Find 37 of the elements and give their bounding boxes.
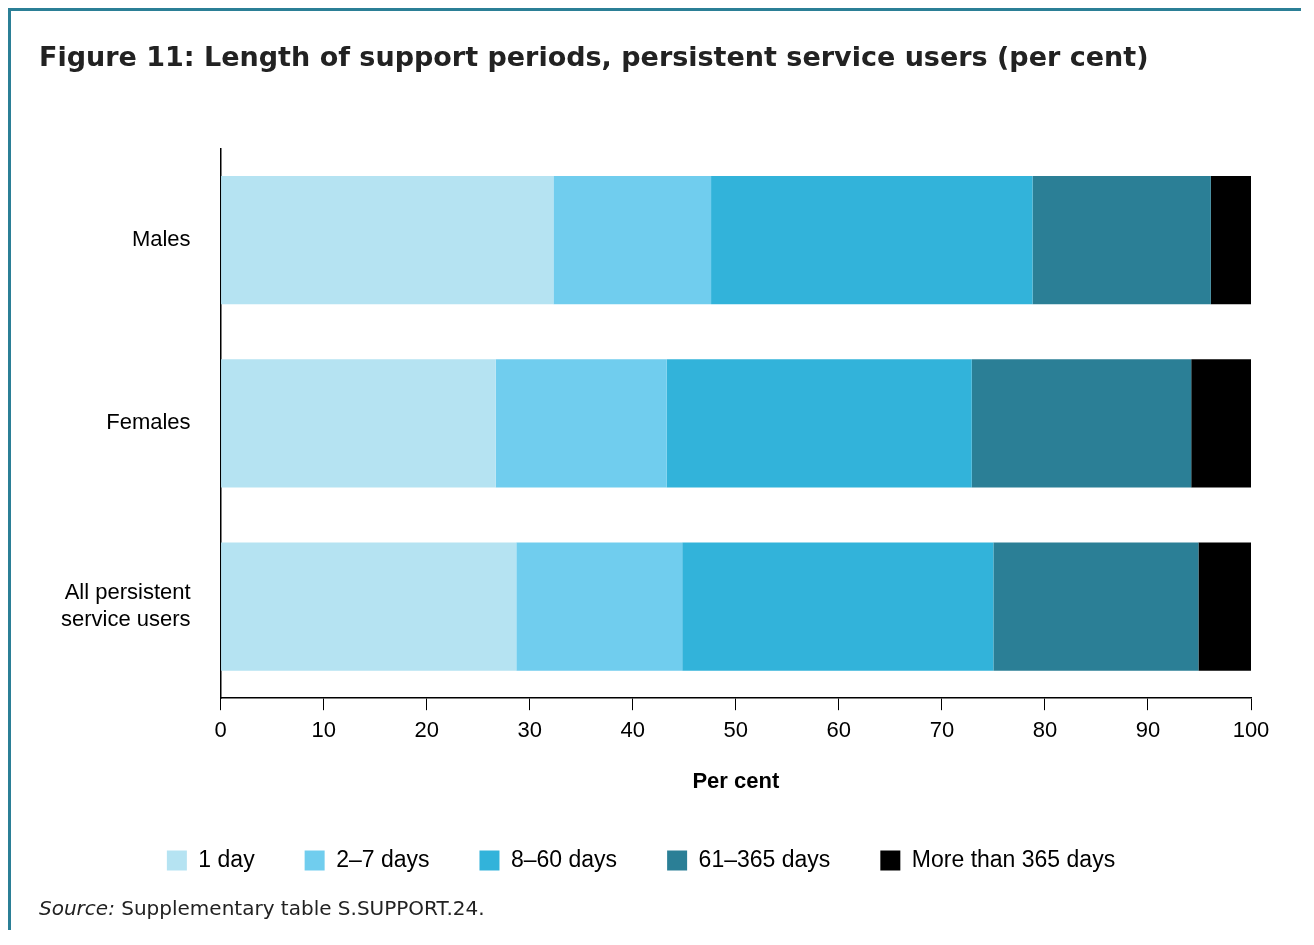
x-axis-title: Per cent [692,767,780,793]
x-tick-label: 30 [517,717,542,743]
bar [553,175,712,305]
bar [1210,175,1251,305]
chart-title: Figure 11: Length of support periods, persistent service users (per cent) [38,40,1150,72]
x-tick-label: 10 [311,717,336,743]
legend-label: 2–7 days [336,845,430,872]
bar [1198,542,1251,671]
bar [221,359,496,488]
source-note: Source: Supplementary table S.SUPPORT.24. [39,896,485,920]
legend-label: More than 365 days [911,845,1116,872]
bar [682,542,994,671]
legend-label: 8–60 days [510,845,618,872]
x-tick-label: 70 [929,717,955,743]
bar [1032,175,1211,305]
x-tick-label: 80 [1032,717,1058,743]
x-tick-label: 20 [414,717,439,743]
bar [221,175,554,305]
x-tick-label: 40 [620,717,645,743]
bar [495,359,667,488]
x-tick-label: 50 [723,717,749,743]
bar [666,359,972,488]
bar [971,359,1192,488]
y-tick-label: Males [131,226,191,252]
x-tick-label: 100 [1232,717,1270,743]
bar [516,542,683,671]
bar [1191,359,1251,488]
bar [993,542,1199,671]
bar [711,175,1033,305]
legend-label: 61–365 days [698,845,831,872]
y-tick-label: Females [106,409,191,435]
x-tick-label: 0 [214,717,227,743]
y-tick-label: All persistent service users [61,579,191,631]
x-tick-label: 90 [1135,717,1161,743]
legend-label: 1 day [198,845,256,872]
bar [221,542,517,671]
x-tick-label: 60 [826,717,852,743]
